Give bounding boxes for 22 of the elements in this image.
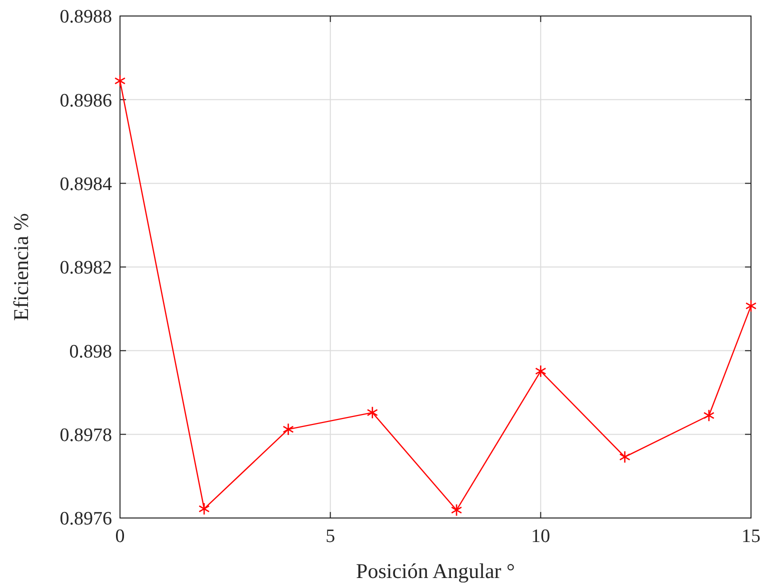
x-tick-label: 15 (742, 526, 760, 547)
point (114, 74, 126, 88)
point (703, 409, 714, 422)
point (535, 364, 546, 378)
y-tick-label: 0.8976 (60, 508, 112, 530)
y-tick-label: 0.898 (69, 341, 112, 362)
point (450, 504, 462, 516)
x-tick-label: 10 (531, 526, 550, 547)
y-tick-label: 0.8984 (60, 174, 112, 195)
point (619, 450, 630, 464)
y-tick-label: 0.8988 (60, 6, 112, 28)
y-axis-title: Eficiencia % (9, 213, 33, 321)
y-tick-label: 0.8986 (60, 90, 112, 112)
y-tick-label: 0.8982 (60, 258, 112, 279)
y-tick-label: 0.8978 (60, 424, 112, 446)
point (745, 300, 757, 312)
point (282, 423, 294, 436)
point (366, 406, 378, 419)
x-tick-label: 5 (326, 526, 336, 547)
point (198, 502, 210, 516)
x-tick-label: 0 (115, 526, 125, 547)
x-axis-title: Posición Angular ° (356, 559, 515, 583)
